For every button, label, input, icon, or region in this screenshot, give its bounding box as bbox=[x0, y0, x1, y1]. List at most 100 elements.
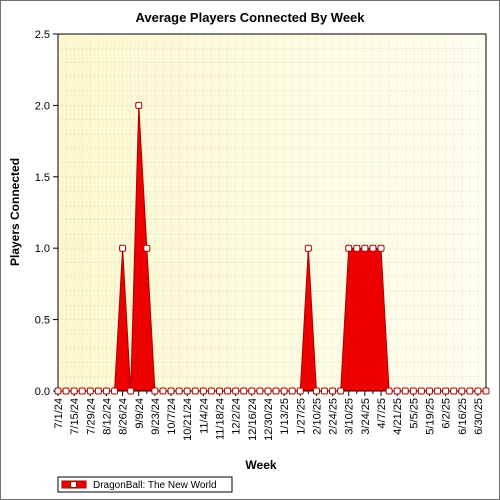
data-point-marker bbox=[183, 387, 191, 395]
x-axis-ticks: 7/1/24 7/15/24 7/29/24 8/12/24 8/26/24 9/9/24… bbox=[53, 391, 487, 441]
x-tick-label: 12/2/24 bbox=[231, 398, 243, 435]
data-point-marker bbox=[320, 387, 328, 395]
data-point-marker bbox=[304, 244, 312, 252]
x-tick-label: 8/12/24 bbox=[101, 398, 113, 435]
y-tick-label: 2.5 bbox=[35, 29, 50, 41]
x-tick-label: 3/10/25 bbox=[344, 398, 356, 435]
legend-marker-icon bbox=[70, 481, 77, 488]
data-point-marker bbox=[401, 387, 409, 395]
y-axis-ticks: 0.0 0.5 1.0 1.5 2.0 2.5 bbox=[35, 29, 58, 398]
data-point-marker bbox=[175, 387, 183, 395]
data-point-marker bbox=[232, 387, 240, 395]
data-point-marker bbox=[119, 244, 127, 252]
data-point-marker bbox=[264, 387, 272, 395]
data-point-marker bbox=[337, 387, 345, 395]
x-tick-label: 11/18/24 bbox=[215, 398, 227, 440]
data-point-marker bbox=[442, 387, 450, 395]
data-point-marker bbox=[482, 387, 490, 395]
x-axis-label: Week bbox=[245, 458, 276, 472]
data-point-marker bbox=[434, 387, 442, 395]
x-tick-label: 9/23/24 bbox=[150, 398, 162, 435]
data-point-marker bbox=[353, 244, 361, 252]
y-axis-label: Players Connected bbox=[8, 158, 22, 266]
x-tick-label: 5/19/25 bbox=[424, 398, 436, 435]
data-point-marker bbox=[167, 387, 175, 395]
data-point-marker bbox=[143, 244, 151, 252]
data-point-marker bbox=[288, 387, 296, 395]
x-tick-label: 3/24/25 bbox=[360, 398, 372, 435]
data-point-marker bbox=[62, 387, 70, 395]
y-tick-label: 1.5 bbox=[35, 172, 50, 184]
data-point-marker bbox=[240, 387, 248, 395]
data-point-marker bbox=[70, 387, 78, 395]
x-tick-label: 12/30/24 bbox=[263, 398, 275, 441]
x-tick-label: 7/29/24 bbox=[85, 398, 97, 435]
plot-border bbox=[57, 33, 487, 392]
data-point-marker bbox=[425, 387, 433, 395]
x-tick-label: 1/13/25 bbox=[279, 398, 291, 435]
data-point-marker bbox=[377, 244, 385, 252]
data-point-marker bbox=[450, 387, 458, 395]
chart-title: Average Players Connected By Week bbox=[135, 10, 365, 25]
data-point-marker bbox=[312, 387, 320, 395]
data-point-marker bbox=[393, 387, 401, 395]
data-point-marker bbox=[369, 244, 377, 252]
data-point-marker bbox=[102, 387, 110, 395]
legend-box bbox=[57, 476, 233, 493]
x-tick-label: 10/21/24 bbox=[182, 398, 194, 441]
data-point-marker bbox=[248, 387, 256, 395]
data-point-marker bbox=[127, 387, 135, 395]
data-point-marker bbox=[474, 387, 482, 395]
plot-area bbox=[58, 34, 486, 391]
x-tick-label: 1/27/25 bbox=[295, 398, 307, 435]
data-point-marker bbox=[207, 387, 215, 395]
data-point-marker bbox=[224, 387, 232, 395]
data-point-marker bbox=[111, 387, 119, 395]
x-tick-label: 11/4/24 bbox=[198, 398, 210, 434]
data-point-marker bbox=[296, 387, 304, 395]
data-point-marker bbox=[417, 387, 425, 395]
data-point-marker bbox=[199, 387, 207, 395]
data-point-marker bbox=[191, 387, 199, 395]
data-point-marker bbox=[466, 387, 474, 395]
data-point-marker bbox=[329, 387, 337, 395]
y-tick-label: 0.5 bbox=[35, 315, 50, 327]
data-point-marker bbox=[345, 244, 353, 252]
legend: DragonBall: The New World bbox=[57, 476, 233, 493]
data-point-marker bbox=[54, 387, 62, 395]
x-tick-label: 7/1/24 bbox=[53, 398, 65, 429]
x-tick-label: 6/30/25 bbox=[473, 398, 485, 435]
data-point-marker bbox=[280, 387, 288, 395]
data-point-marker bbox=[361, 244, 369, 252]
y-tick-label: 2.0 bbox=[35, 100, 50, 112]
data-point-marker bbox=[385, 387, 393, 395]
x-tick-label: 2/10/25 bbox=[311, 398, 323, 435]
data-point-marker bbox=[86, 387, 94, 395]
x-tick-label: 12/16/24 bbox=[247, 398, 259, 441]
grid-lines bbox=[58, 34, 486, 391]
legend-entry: DragonBall: The New World bbox=[93, 480, 217, 491]
data-point-marker bbox=[135, 101, 143, 109]
series-markers bbox=[54, 101, 490, 395]
data-point-marker bbox=[159, 387, 167, 395]
x-tick-label: 7/15/24 bbox=[69, 398, 81, 435]
x-tick-label: 4/7/25 bbox=[376, 398, 388, 429]
x-tick-label: 6/16/25 bbox=[457, 398, 469, 435]
x-tick-label: 8/26/24 bbox=[118, 398, 130, 435]
data-point-marker bbox=[256, 387, 264, 395]
y-tick-label: 0.0 bbox=[35, 386, 50, 398]
data-point-marker bbox=[78, 387, 86, 395]
x-tick-label: 2/24/25 bbox=[328, 398, 340, 435]
y-tick-label: 1.0 bbox=[35, 243, 50, 255]
data-point-marker bbox=[458, 387, 466, 395]
data-point-marker bbox=[151, 387, 159, 395]
x-tick-label: 10/7/24 bbox=[166, 398, 178, 435]
data-point-marker bbox=[272, 387, 280, 395]
data-point-marker bbox=[94, 387, 102, 395]
x-tick-label: 9/9/24 bbox=[134, 398, 146, 429]
data-point-marker bbox=[216, 387, 224, 395]
x-tick-label: 6/2/25 bbox=[441, 398, 453, 429]
x-tick-label: 5/5/25 bbox=[408, 398, 420, 429]
x-tick-label: 4/21/25 bbox=[392, 398, 404, 435]
